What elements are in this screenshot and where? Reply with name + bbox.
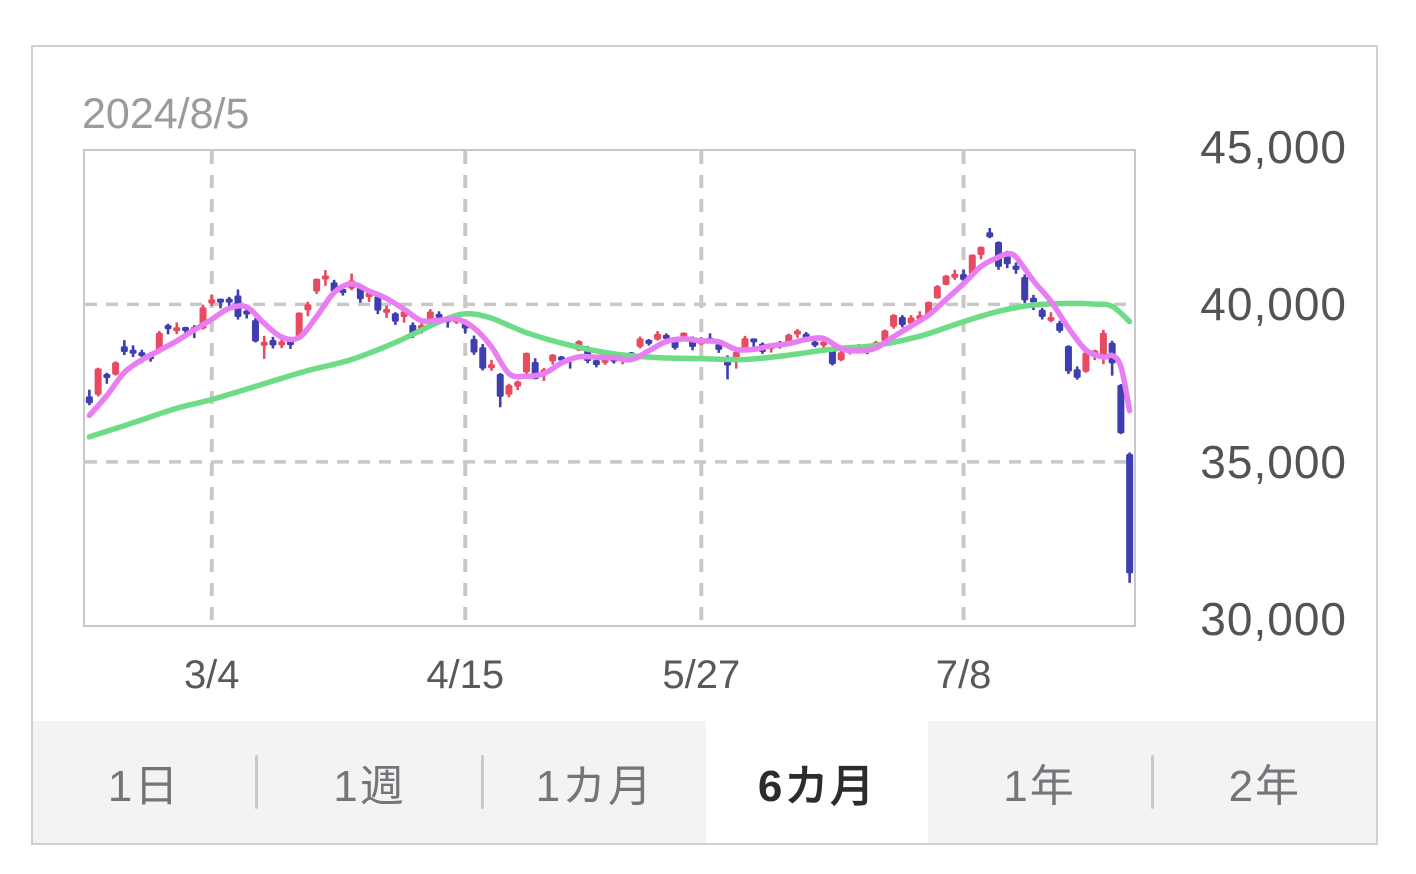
candle-body (182, 326, 190, 331)
candle-body (313, 278, 321, 292)
candle-body (164, 325, 172, 330)
candle-body (828, 350, 836, 365)
candle-body (138, 352, 146, 357)
candle-body (811, 341, 819, 346)
candle-body (391, 313, 399, 322)
candle-body (977, 246, 985, 255)
candle-body (671, 340, 679, 348)
candle-body (251, 320, 259, 342)
candle-body (1038, 309, 1046, 318)
candle-body (435, 313, 443, 318)
candle-body (173, 327, 181, 332)
y-axis-label: 40,000 (1200, 278, 1347, 331)
candle-body (837, 352, 845, 361)
candle-body (321, 275, 329, 280)
candle-body (1029, 297, 1037, 303)
candle-body (942, 275, 950, 285)
candle-body (216, 298, 224, 303)
candle-body (243, 310, 251, 315)
tab-1month[interactable]: 1カ月 (535, 762, 655, 811)
candle-body (1073, 369, 1081, 378)
candle-body (750, 338, 758, 343)
candle-body (1064, 345, 1072, 372)
candle-body (662, 334, 670, 339)
candle-body (522, 352, 530, 373)
candle-body (645, 339, 653, 344)
candle-body (1117, 385, 1125, 434)
candle-body (890, 314, 898, 327)
x-axis-label: 4/15 (426, 653, 505, 697)
x-axis-label: 3/4 (183, 653, 240, 697)
candle-body (225, 298, 233, 303)
candlestick-plot (83, 149, 1136, 627)
candle-body (1056, 322, 1064, 332)
x-axis-label: 7/8 (935, 653, 992, 697)
candle-body (793, 330, 801, 335)
tab-1year[interactable]: 1年 (1003, 762, 1076, 811)
candle-body (592, 360, 600, 366)
candle-body (951, 273, 959, 278)
candle-body (505, 385, 513, 395)
candle-body (295, 312, 303, 337)
candle-body (103, 373, 111, 378)
candle-body (479, 347, 487, 369)
ma-short-pink-line (86, 250, 1133, 419)
candle-body (741, 338, 749, 350)
x-axis-label: 5/27 (662, 653, 741, 697)
candle-body (514, 381, 522, 387)
tab-divider (1150, 755, 1154, 809)
candle-body (636, 338, 644, 347)
candle-body (269, 339, 277, 346)
y-axis-label: 30,000 (1200, 593, 1347, 646)
tab-divider (255, 755, 259, 809)
plot-svg (85, 151, 1134, 625)
candle-body (470, 339, 478, 353)
chart-date-label: 2024/8/5 (82, 90, 250, 138)
candle-body (94, 368, 102, 395)
candle-body (487, 364, 495, 369)
candle-body (383, 308, 391, 313)
tab-1day[interactable]: 1日 (107, 762, 181, 811)
candle-body (1082, 352, 1090, 372)
candle-body (208, 299, 216, 304)
candle-body (260, 341, 268, 346)
candle-body (549, 354, 557, 362)
tab-6month[interactable]: 6カ月 (705, 721, 929, 843)
candle-body (715, 344, 723, 350)
candle-body (1021, 276, 1029, 301)
candle-body (112, 362, 120, 375)
candle-body (654, 333, 662, 340)
candle-body (933, 286, 941, 299)
period-tab-bar: 1日 1週 1カ月 6カ月 1年 2年 (33, 721, 1376, 843)
candle-body (496, 373, 504, 397)
candle-body (85, 396, 93, 404)
tab-2year[interactable]: 2年 (1228, 762, 1302, 811)
candle-body (986, 232, 994, 238)
stock-chart-card: 2024/8/5 45,000 40,000 35,000 30,000 3/4 4/1… (31, 45, 1378, 845)
candle-body (898, 316, 906, 326)
tab-divider (480, 755, 484, 809)
ma-long-green-line (86, 300, 1133, 440)
candle-body (374, 296, 382, 311)
candle-body (1099, 332, 1107, 358)
candle-body (278, 341, 286, 346)
y-axis-label: 45,000 (1200, 120, 1347, 173)
candle-body (304, 304, 312, 311)
candle-body (785, 334, 793, 343)
candle-body (129, 349, 137, 354)
candle-body (1126, 453, 1134, 574)
candle-body (1012, 265, 1020, 270)
candle-body (120, 346, 128, 353)
tab-1week[interactable]: 1週 (333, 762, 406, 811)
candle-body (820, 341, 828, 346)
y-axis-label: 35,000 (1200, 435, 1347, 488)
candle-body (1047, 316, 1055, 321)
